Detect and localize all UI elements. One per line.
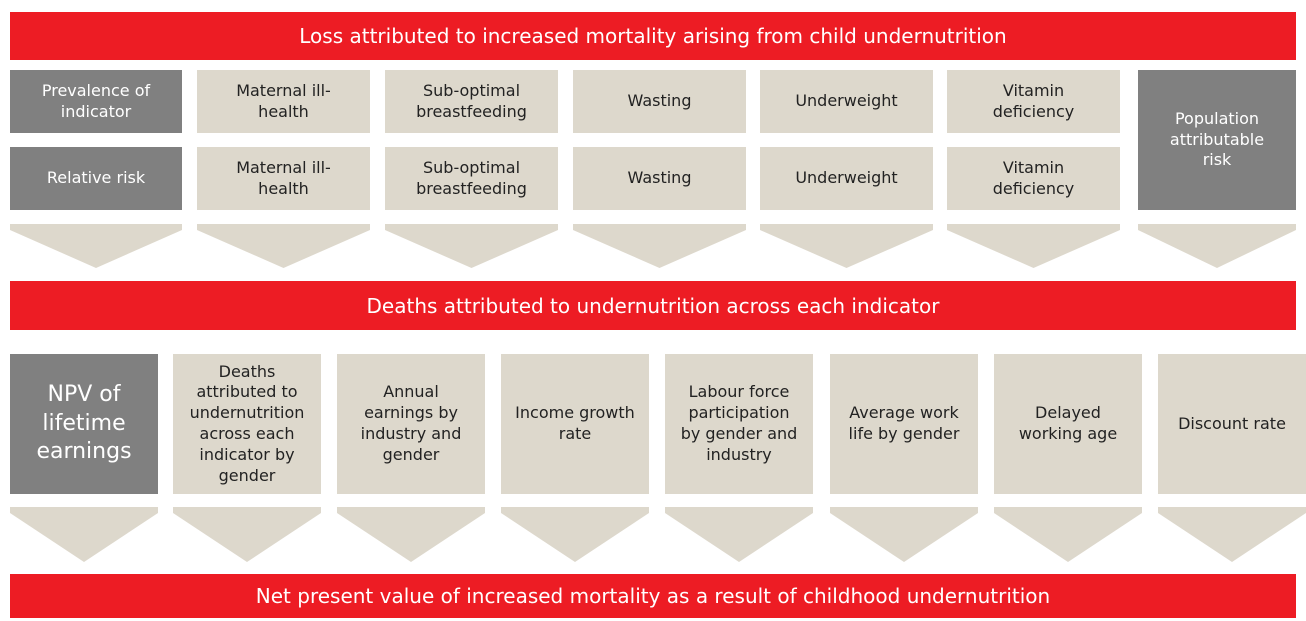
arrow [665, 507, 813, 562]
input-box: Deaths attributed to undernutrition acro… [173, 354, 321, 494]
input-box: Maternal ill-health [197, 147, 370, 210]
arrow [197, 224, 370, 268]
input-box: Sub-optimal breastfeeding [385, 70, 558, 133]
row-label: Prevalence of indicator [10, 70, 182, 133]
arrow [10, 507, 158, 562]
arrow [501, 507, 649, 562]
arrow [337, 507, 485, 562]
arrow [1158, 507, 1306, 562]
arrow [1138, 224, 1296, 268]
arrow [573, 224, 746, 268]
input-box: Underweight [760, 147, 933, 210]
arrow [10, 224, 182, 268]
input-box: Labour force participation by gender and… [665, 354, 813, 494]
npv-label: NPV of lifetime earnings [10, 354, 158, 494]
input-box: Vitamin deficiency [947, 70, 1120, 133]
input-box: Income growth rate [501, 354, 649, 494]
input-box: Wasting [573, 70, 746, 133]
input-box: Underweight [760, 70, 933, 133]
arrow [173, 507, 321, 562]
input-box: Delayed working age [994, 354, 1142, 494]
arrow [830, 507, 978, 562]
banner: Net present value of increased mortality… [10, 574, 1296, 618]
input-box: Sub-optimal breastfeeding [385, 147, 558, 210]
input-box: Maternal ill-health [197, 70, 370, 133]
arrow [760, 224, 933, 268]
banner: Loss attributed to increased mortality a… [10, 12, 1296, 60]
input-box: Discount rate [1158, 354, 1306, 494]
row-label: Relative risk [10, 147, 182, 210]
arrow [947, 224, 1120, 268]
input-box: Wasting [573, 147, 746, 210]
input-box: Average work life by gender [830, 354, 978, 494]
input-box: Vitamin deficiency [947, 147, 1120, 210]
arrow [994, 507, 1142, 562]
banner: Deaths attributed to undernutrition acro… [10, 281, 1296, 330]
arrow [385, 224, 558, 268]
input-box: Annual earnings by industry and gender [337, 354, 485, 494]
result: Population attributable risk [1138, 70, 1296, 210]
